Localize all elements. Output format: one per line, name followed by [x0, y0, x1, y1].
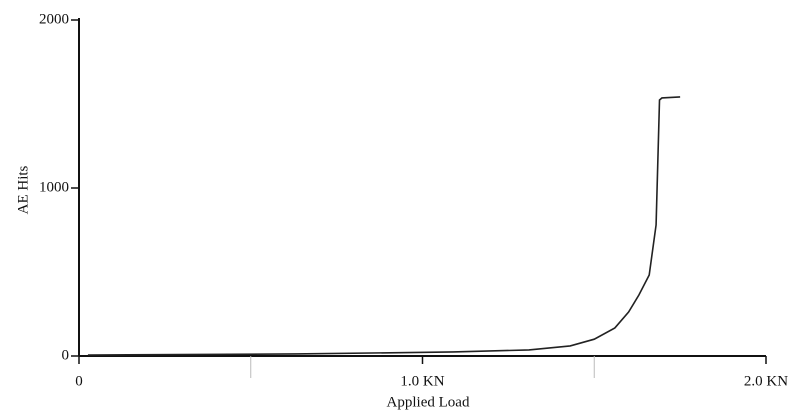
x-tick-label: 2.0 KN: [744, 373, 788, 389]
y-axis-label: AE Hits: [15, 165, 31, 214]
x-axis-label: Applied Load: [387, 394, 470, 410]
y-tick-label: 2000: [39, 11, 69, 27]
x-tick-label: 0: [75, 373, 83, 389]
data-line: [87, 96, 681, 356]
x-tick-label: 1.0 KN: [400, 373, 444, 389]
y-tick-label: 0: [62, 347, 70, 363]
y-tick-label: 1000: [39, 179, 69, 195]
